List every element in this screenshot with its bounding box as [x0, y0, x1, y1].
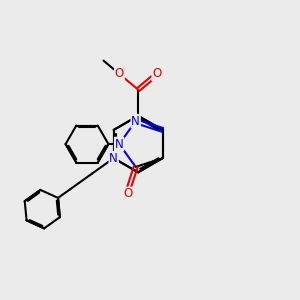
Text: O: O — [152, 68, 161, 80]
Text: N: N — [109, 152, 118, 165]
Text: N: N — [115, 138, 124, 151]
Text: O: O — [115, 68, 124, 80]
Text: O: O — [123, 188, 133, 200]
Text: N: N — [131, 115, 140, 128]
